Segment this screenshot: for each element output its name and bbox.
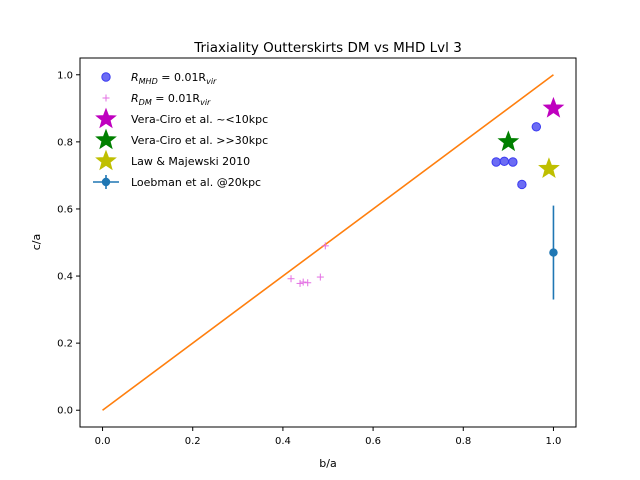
x-tick-label: 0.8	[455, 436, 471, 447]
legend-entry-1: RDM = 0.01Rvir	[102, 92, 211, 107]
data-point-0-4	[531, 122, 542, 132]
data-point-0-3	[517, 179, 527, 190]
data-point-4-0	[538, 157, 560, 178]
data-point-1-1	[296, 279, 304, 287]
y-tick-label: 0.2	[57, 339, 73, 350]
data-point-2-0	[542, 96, 565, 118]
reference-line-layer	[102, 74, 554, 411]
legend-entry-4: Law & Majewski 2010	[95, 149, 250, 171]
x-tick-label: 0.0	[95, 436, 111, 447]
y-tick-label: 0.4	[57, 272, 73, 283]
legend-entry-2: Vera-Ciro et al. ~<10kpc	[95, 107, 268, 129]
y-axis-label: c/a	[30, 234, 43, 251]
y-tick-label: 0.6	[57, 204, 73, 215]
data-point-0-2	[508, 157, 518, 167]
data-point-1-0	[287, 275, 295, 283]
legend-marker-3	[95, 128, 117, 150]
legend-marker-1	[102, 94, 110, 102]
legend-entry-3: Vera-Ciro et al. >>30kpc	[95, 128, 268, 150]
legend-marker-5	[101, 177, 111, 187]
x-axis-label: b/a	[319, 457, 336, 470]
x-tick-label: 0.2	[185, 436, 201, 447]
data-point-1-4	[316, 273, 324, 281]
legend-entry-0: RMHD = 0.01Rvir	[101, 71, 217, 86]
y-tick-label: 1.0	[57, 70, 73, 81]
legend-label-0: RMHD = 0.01Rvir	[131, 71, 217, 86]
y-tick-label: 0.8	[57, 137, 73, 148]
y-axis-ticks: 0.0 0.2 0.4 0.6 0.8 1.0	[57, 70, 80, 417]
data-point-3-0	[497, 130, 520, 152]
data-point-1-5	[321, 242, 329, 250]
y-tick-label: 0.0	[57, 406, 73, 417]
reference-line	[102, 74, 554, 411]
chart-title: Triaxiality Outterskirts DM vs MHD Lvl 3	[193, 40, 462, 56]
data-marks-layer	[287, 96, 565, 300]
x-axis-ticks: 0.0 0.2 0.4 0.6 0.8 1.0	[95, 427, 562, 447]
data-point-0-1	[499, 156, 510, 167]
axes-frame	[79, 57, 577, 428]
legend: RMHD = 0.01Rvir RDM = 0.01Rvir Vera-Ciro e…	[93, 71, 268, 189]
x-tick-label: 1.0	[546, 436, 562, 447]
legend-marker-2	[95, 107, 117, 129]
legend-label-5: Loebman et al. @20kpc	[131, 176, 261, 189]
data-point-5-0	[549, 248, 558, 257]
legend-label-3: Vera-Ciro et al. >>30kpc	[131, 134, 268, 147]
legend-label-2: Vera-Ciro et al. ~<10kpc	[131, 113, 268, 126]
legend-entry-5: Loebman et al. @20kpc	[93, 175, 261, 189]
x-tick-label: 0.4	[275, 436, 291, 447]
legend-marker-0	[101, 72, 111, 82]
data-point-1-2	[299, 278, 307, 286]
legend-marker-4	[95, 149, 117, 171]
data-point-0-0	[491, 157, 501, 167]
legend-label-4: Law & Majewski 2010	[131, 155, 250, 168]
legend-label-1: RDM = 0.01Rvir	[131, 92, 211, 107]
x-tick-label: 0.6	[365, 436, 381, 447]
data-point-1-3	[304, 279, 312, 287]
plot-area	[102, 74, 565, 411]
